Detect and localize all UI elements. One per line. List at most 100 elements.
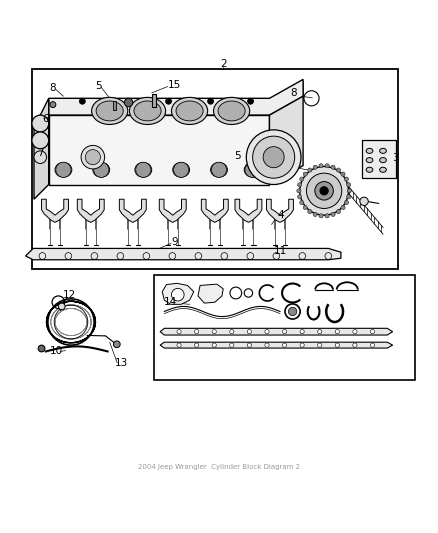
Text: 7: 7	[37, 148, 44, 158]
Circle shape	[353, 329, 357, 334]
Circle shape	[283, 329, 286, 334]
Circle shape	[230, 329, 234, 334]
Ellipse shape	[380, 148, 386, 154]
Polygon shape	[77, 199, 104, 222]
Ellipse shape	[380, 158, 386, 163]
Ellipse shape	[92, 98, 128, 125]
Circle shape	[263, 147, 284, 168]
Circle shape	[318, 329, 322, 334]
Circle shape	[360, 197, 368, 206]
Circle shape	[124, 98, 133, 107]
Circle shape	[283, 343, 286, 347]
Circle shape	[194, 329, 199, 334]
Bar	[154, 275, 414, 380]
Ellipse shape	[93, 163, 110, 177]
Circle shape	[319, 164, 323, 168]
Circle shape	[313, 165, 317, 169]
Circle shape	[336, 209, 341, 214]
Circle shape	[136, 162, 151, 177]
Bar	[32, 69, 398, 269]
Circle shape	[318, 343, 322, 347]
Circle shape	[247, 329, 251, 334]
Polygon shape	[269, 96, 303, 184]
Ellipse shape	[134, 101, 161, 121]
Bar	[113, 101, 117, 110]
Text: 2: 2	[220, 59, 226, 69]
Polygon shape	[201, 199, 228, 222]
Circle shape	[94, 162, 109, 177]
Circle shape	[245, 162, 260, 177]
Polygon shape	[162, 284, 194, 304]
Circle shape	[253, 136, 295, 178]
Circle shape	[50, 102, 56, 108]
Polygon shape	[49, 115, 269, 184]
Circle shape	[32, 132, 49, 149]
Circle shape	[297, 183, 302, 187]
Circle shape	[346, 183, 351, 187]
Ellipse shape	[130, 98, 166, 125]
Ellipse shape	[218, 101, 245, 121]
Polygon shape	[25, 248, 341, 260]
Circle shape	[325, 164, 329, 168]
Circle shape	[297, 195, 302, 199]
Ellipse shape	[214, 98, 250, 125]
Polygon shape	[198, 284, 223, 303]
Text: 6: 6	[42, 115, 49, 124]
Circle shape	[319, 214, 323, 218]
Circle shape	[300, 200, 304, 205]
Circle shape	[313, 212, 317, 216]
Ellipse shape	[55, 163, 72, 177]
Circle shape	[172, 288, 184, 301]
Circle shape	[315, 182, 333, 200]
Text: 3: 3	[392, 154, 399, 164]
Circle shape	[246, 130, 301, 184]
Circle shape	[173, 162, 189, 177]
Bar	[362, 140, 396, 178]
Polygon shape	[49, 79, 303, 115]
Circle shape	[353, 343, 357, 347]
Circle shape	[81, 146, 105, 169]
Circle shape	[300, 343, 304, 347]
Circle shape	[38, 345, 45, 352]
Text: 9: 9	[172, 237, 178, 247]
Ellipse shape	[96, 101, 123, 121]
Circle shape	[247, 343, 251, 347]
Circle shape	[307, 173, 342, 208]
Text: 14: 14	[164, 297, 177, 307]
Polygon shape	[42, 199, 68, 222]
Text: 11: 11	[273, 246, 286, 256]
Circle shape	[113, 341, 120, 348]
Circle shape	[166, 98, 172, 104]
Circle shape	[335, 329, 339, 334]
Circle shape	[300, 166, 349, 215]
Ellipse shape	[366, 158, 373, 163]
Polygon shape	[235, 199, 262, 222]
Text: 15: 15	[167, 80, 180, 90]
Circle shape	[297, 189, 301, 193]
Circle shape	[177, 329, 181, 334]
Circle shape	[341, 172, 345, 176]
Circle shape	[303, 172, 307, 176]
Text: 13: 13	[115, 358, 128, 368]
Polygon shape	[49, 82, 303, 117]
Circle shape	[212, 329, 216, 334]
Circle shape	[208, 98, 214, 104]
Circle shape	[371, 329, 374, 334]
Circle shape	[320, 187, 328, 195]
Circle shape	[300, 329, 304, 334]
Polygon shape	[119, 199, 146, 222]
Polygon shape	[266, 199, 293, 222]
Circle shape	[265, 343, 269, 347]
Circle shape	[126, 98, 131, 104]
Circle shape	[58, 303, 65, 310]
Ellipse shape	[135, 163, 152, 177]
Text: 5: 5	[235, 151, 241, 161]
Circle shape	[85, 150, 100, 165]
Circle shape	[247, 98, 254, 104]
Circle shape	[335, 343, 339, 347]
Ellipse shape	[172, 98, 208, 125]
Polygon shape	[160, 328, 392, 335]
Circle shape	[371, 343, 374, 347]
Ellipse shape	[366, 148, 373, 154]
Circle shape	[32, 115, 49, 132]
